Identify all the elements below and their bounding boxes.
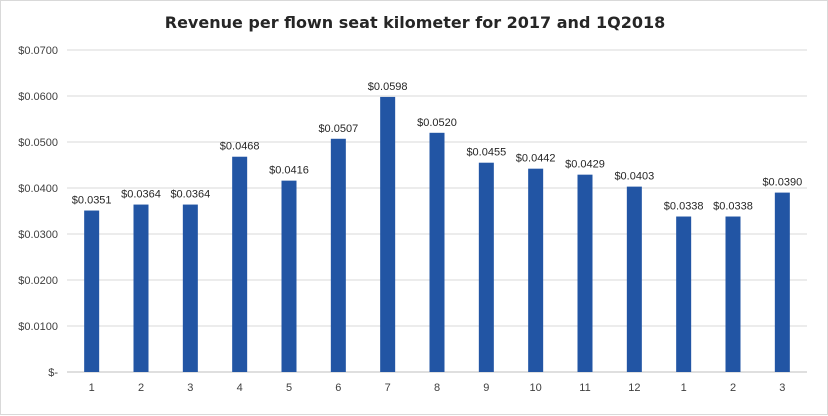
- y-tick-label: $0.0500: [18, 137, 58, 149]
- y-tick-label: $0.0300: [18, 229, 58, 241]
- y-axis-ticks: $- $0.0100 $0.0200 $0.0300 $0.0400 $0.0500 $0.…: [18, 45, 58, 379]
- x-tick-label: 11: [579, 382, 590, 394]
- data-labels: $0.0351 $0.0364 $0.0364 $0.0468 $0.0416 $0.05…: [72, 81, 802, 213]
- x-tick-label: 3: [187, 382, 193, 394]
- data-label: $0.0338: [664, 201, 704, 213]
- bar: [676, 216, 692, 372]
- y-tick-label: $0.0200: [18, 275, 58, 287]
- x-axis-ticks: 1 2 3 4 5 6 7 8 9 10 11 12 1 2 3: [89, 382, 786, 394]
- y-tick-label: $0.0100: [18, 321, 58, 333]
- bar: [528, 168, 544, 372]
- data-label: $0.0468: [220, 141, 260, 153]
- x-tick-label: 2: [138, 382, 144, 394]
- bar: [725, 216, 741, 372]
- y-tick-label: $0.0700: [18, 45, 58, 57]
- x-tick-label: 10: [530, 382, 542, 394]
- bar: [330, 138, 346, 372]
- bar: [626, 186, 642, 372]
- data-label: $0.0416: [269, 165, 309, 177]
- bar: [182, 204, 198, 372]
- x-tick-label: 7: [385, 382, 391, 394]
- chart-title: Revenue per flown seat kilometer for 201…: [165, 13, 665, 32]
- data-label: $0.0442: [516, 153, 556, 165]
- x-tick-label: 6: [335, 382, 341, 394]
- bar: [232, 156, 248, 372]
- x-tick-label: 5: [286, 382, 292, 394]
- bar: [281, 180, 297, 372]
- bar: [429, 132, 445, 372]
- y-tick-label: $0.0400: [18, 183, 58, 195]
- data-label: $0.0598: [368, 81, 408, 93]
- bar: [774, 192, 790, 372]
- y-tick-label: $-: [48, 367, 58, 379]
- data-label: $0.0507: [318, 123, 358, 135]
- x-tick-label: 3: [779, 382, 785, 394]
- bar: [478, 162, 494, 372]
- x-tick-label: 4: [237, 382, 243, 394]
- data-label: $0.0338: [713, 201, 753, 213]
- bar: [380, 96, 396, 373]
- x-tick-label: 1: [681, 382, 687, 394]
- data-label: $0.0364: [170, 189, 210, 201]
- data-label: $0.0429: [565, 159, 605, 171]
- y-tick-label: $0.0600: [18, 91, 58, 103]
- data-label: $0.0390: [762, 177, 802, 189]
- bar: [133, 204, 149, 372]
- data-label: $0.0351: [72, 195, 112, 207]
- x-tick-label: 9: [483, 382, 489, 394]
- data-label: $0.0520: [417, 117, 457, 129]
- bars: [84, 96, 790, 373]
- data-label: $0.0364: [121, 189, 161, 201]
- x-tick-label: 2: [730, 382, 736, 394]
- bar: [84, 210, 100, 372]
- x-tick-label: 8: [434, 382, 440, 394]
- data-label: $0.0403: [614, 171, 654, 183]
- data-label: $0.0455: [466, 147, 506, 159]
- x-tick-label: 12: [628, 382, 640, 394]
- bar: [577, 174, 593, 372]
- x-tick-label: 1: [89, 382, 95, 394]
